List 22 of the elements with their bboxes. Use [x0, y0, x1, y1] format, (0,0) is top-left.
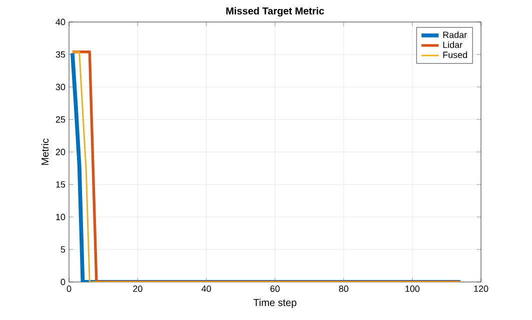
- y-tick-label: 40: [56, 18, 66, 26]
- y-tick-label: 30: [56, 84, 66, 90]
- x-tick-label: 20: [133, 286, 142, 292]
- y-tick-label: 15: [56, 181, 66, 188]
- y-tick-label: 10: [56, 214, 66, 220]
- x-axis-title: Time step: [253, 298, 296, 308]
- x-tick-label: 80: [339, 286, 348, 292]
- legend-label: Radar: [443, 31, 467, 38]
- y-tick-label: 0: [60, 278, 66, 286]
- legend-label: Fused: [443, 51, 467, 58]
- x-tick-label: 120: [474, 286, 488, 292]
- y-tick-label: 25: [56, 116, 66, 123]
- y-tick-label: 5: [60, 246, 66, 253]
- x-tick-label: 60: [270, 286, 280, 292]
- x-tick-label: 100: [406, 286, 420, 292]
- y-axis-title: Metric: [41, 138, 49, 165]
- y-tick-label: 35: [56, 51, 66, 58]
- chart-title: Missed Target Metric: [226, 7, 324, 16]
- x-tick-label: 40: [202, 286, 211, 292]
- y-tick-label: 20: [56, 148, 66, 156]
- x-tick-label: 0: [66, 286, 72, 292]
- legend-label: Lidar: [443, 41, 462, 48]
